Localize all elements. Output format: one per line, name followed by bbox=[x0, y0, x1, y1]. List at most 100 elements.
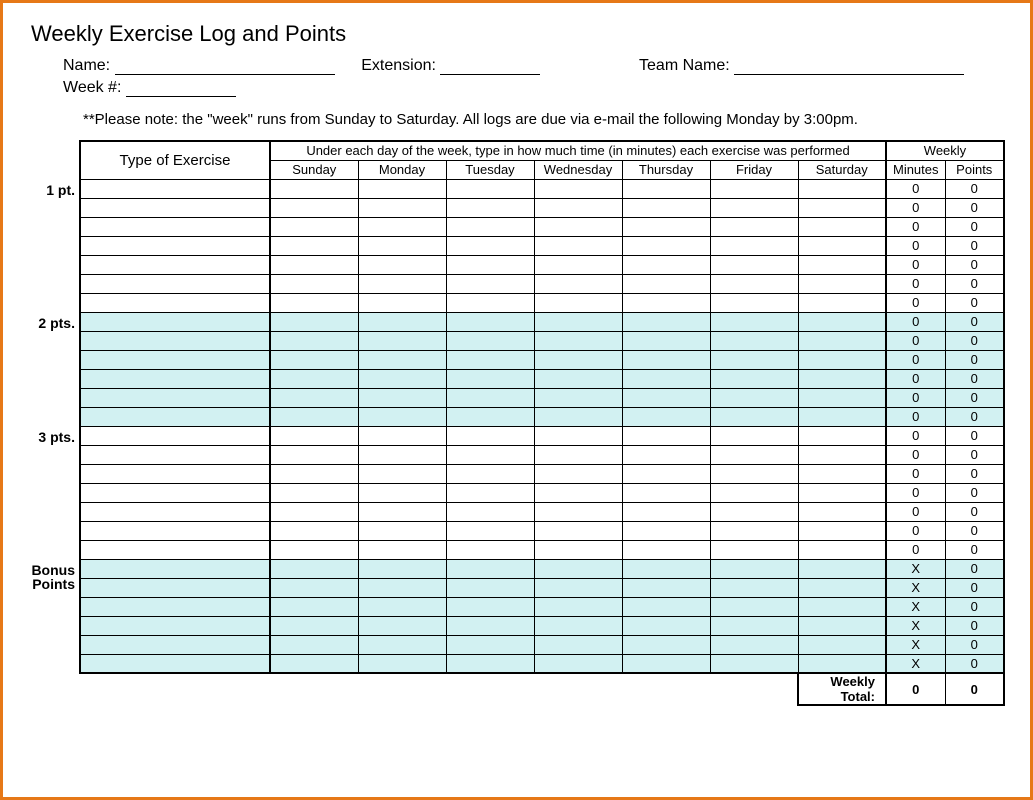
cell-day[interactable] bbox=[710, 521, 798, 540]
cell-day[interactable] bbox=[534, 217, 622, 236]
cell-day[interactable] bbox=[270, 445, 358, 464]
cell-day[interactable] bbox=[534, 483, 622, 502]
cell-day[interactable] bbox=[358, 217, 446, 236]
cell-day[interactable] bbox=[798, 198, 886, 217]
cell-day[interactable] bbox=[534, 654, 622, 673]
cell-day[interactable] bbox=[622, 502, 710, 521]
cell-exercise[interactable] bbox=[80, 255, 270, 274]
cell-day[interactable] bbox=[534, 597, 622, 616]
cell-day[interactable] bbox=[446, 540, 534, 559]
cell-day[interactable] bbox=[446, 274, 534, 293]
cell-day[interactable] bbox=[446, 578, 534, 597]
cell-day[interactable] bbox=[710, 654, 798, 673]
cell-day[interactable] bbox=[798, 350, 886, 369]
cell-exercise[interactable] bbox=[80, 502, 270, 521]
cell-day[interactable] bbox=[798, 483, 886, 502]
cell-day[interactable] bbox=[358, 578, 446, 597]
cell-day[interactable] bbox=[446, 559, 534, 578]
cell-day[interactable] bbox=[270, 502, 358, 521]
cell-day[interactable] bbox=[710, 407, 798, 426]
cell-day[interactable] bbox=[358, 635, 446, 654]
cell-exercise[interactable] bbox=[80, 350, 270, 369]
cell-exercise[interactable] bbox=[80, 483, 270, 502]
cell-day[interactable] bbox=[798, 635, 886, 654]
cell-day[interactable] bbox=[270, 578, 358, 597]
cell-day[interactable] bbox=[446, 236, 534, 255]
cell-day[interactable] bbox=[446, 293, 534, 312]
cell-day[interactable] bbox=[446, 407, 534, 426]
cell-day[interactable] bbox=[798, 464, 886, 483]
cell-day[interactable] bbox=[798, 426, 886, 445]
cell-day[interactable] bbox=[534, 616, 622, 635]
team-blank[interactable] bbox=[734, 61, 964, 75]
cell-day[interactable] bbox=[534, 255, 622, 274]
cell-day[interactable] bbox=[270, 426, 358, 445]
cell-exercise[interactable] bbox=[80, 407, 270, 426]
cell-exercise[interactable] bbox=[80, 426, 270, 445]
cell-exercise[interactable] bbox=[80, 464, 270, 483]
cell-day[interactable] bbox=[446, 388, 534, 407]
cell-exercise[interactable] bbox=[80, 616, 270, 635]
cell-day[interactable] bbox=[358, 369, 446, 388]
cell-day[interactable] bbox=[798, 312, 886, 331]
cell-day[interactable] bbox=[710, 559, 798, 578]
cell-day[interactable] bbox=[534, 331, 622, 350]
week-blank[interactable] bbox=[126, 83, 236, 97]
cell-day[interactable] bbox=[710, 236, 798, 255]
cell-day[interactable] bbox=[446, 464, 534, 483]
cell-day[interactable] bbox=[622, 616, 710, 635]
cell-day[interactable] bbox=[622, 312, 710, 331]
cell-day[interactable] bbox=[622, 654, 710, 673]
cell-day[interactable] bbox=[622, 445, 710, 464]
cell-exercise[interactable] bbox=[80, 217, 270, 236]
cell-day[interactable] bbox=[270, 274, 358, 293]
cell-day[interactable] bbox=[446, 597, 534, 616]
cell-day[interactable] bbox=[270, 331, 358, 350]
cell-day[interactable] bbox=[710, 388, 798, 407]
cell-day[interactable] bbox=[358, 483, 446, 502]
cell-day[interactable] bbox=[270, 407, 358, 426]
cell-day[interactable] bbox=[270, 293, 358, 312]
cell-day[interactable] bbox=[534, 312, 622, 331]
cell-day[interactable] bbox=[798, 388, 886, 407]
cell-day[interactable] bbox=[710, 635, 798, 654]
cell-exercise[interactable] bbox=[80, 369, 270, 388]
cell-day[interactable] bbox=[798, 255, 886, 274]
cell-day[interactable] bbox=[358, 445, 446, 464]
cell-day[interactable] bbox=[798, 236, 886, 255]
cell-day[interactable] bbox=[446, 217, 534, 236]
cell-day[interactable] bbox=[358, 255, 446, 274]
cell-day[interactable] bbox=[798, 616, 886, 635]
extension-blank[interactable] bbox=[440, 61, 540, 75]
cell-day[interactable] bbox=[622, 179, 710, 198]
cell-day[interactable] bbox=[622, 274, 710, 293]
cell-day[interactable] bbox=[710, 483, 798, 502]
cell-day[interactable] bbox=[358, 350, 446, 369]
cell-day[interactable] bbox=[358, 502, 446, 521]
cell-day[interactable] bbox=[358, 464, 446, 483]
cell-day[interactable] bbox=[270, 236, 358, 255]
cell-day[interactable] bbox=[358, 521, 446, 540]
cell-exercise[interactable] bbox=[80, 274, 270, 293]
cell-exercise[interactable] bbox=[80, 540, 270, 559]
cell-day[interactable] bbox=[710, 255, 798, 274]
cell-day[interactable] bbox=[710, 217, 798, 236]
cell-exercise[interactable] bbox=[80, 445, 270, 464]
cell-day[interactable] bbox=[446, 369, 534, 388]
cell-day[interactable] bbox=[798, 578, 886, 597]
cell-day[interactable] bbox=[270, 388, 358, 407]
cell-day[interactable] bbox=[358, 388, 446, 407]
cell-day[interactable] bbox=[446, 445, 534, 464]
cell-day[interactable] bbox=[798, 369, 886, 388]
cell-day[interactable] bbox=[622, 559, 710, 578]
cell-day[interactable] bbox=[798, 654, 886, 673]
cell-day[interactable] bbox=[358, 293, 446, 312]
cell-day[interactable] bbox=[622, 369, 710, 388]
cell-day[interactable] bbox=[270, 654, 358, 673]
cell-day[interactable] bbox=[710, 502, 798, 521]
cell-day[interactable] bbox=[798, 179, 886, 198]
cell-day[interactable] bbox=[270, 483, 358, 502]
cell-day[interactable] bbox=[710, 293, 798, 312]
cell-day[interactable] bbox=[534, 350, 622, 369]
cell-exercise[interactable] bbox=[80, 312, 270, 331]
